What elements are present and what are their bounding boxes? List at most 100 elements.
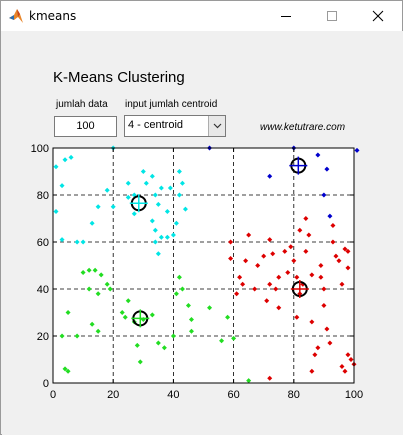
data-point bbox=[59, 237, 65, 243]
data-point bbox=[188, 328, 194, 334]
x-tick-label: 60 bbox=[227, 389, 239, 401]
x-tick-label: 100 bbox=[345, 389, 363, 401]
data-point bbox=[207, 305, 213, 311]
data-point bbox=[237, 274, 243, 280]
data-point bbox=[179, 286, 185, 292]
centroid-select-value: 4 - centroid bbox=[128, 119, 184, 131]
data-point bbox=[243, 258, 249, 264]
data-point bbox=[336, 258, 342, 264]
data-point bbox=[62, 157, 68, 163]
maximize-button[interactable] bbox=[309, 1, 355, 31]
data-point bbox=[276, 305, 282, 311]
data-point bbox=[312, 352, 318, 358]
data-point bbox=[89, 220, 95, 226]
data-point bbox=[110, 204, 116, 210]
data-point bbox=[267, 281, 273, 287]
data-point bbox=[119, 310, 125, 315]
data-point bbox=[252, 286, 258, 292]
data-point bbox=[125, 298, 131, 304]
data-point bbox=[137, 359, 143, 365]
y-tick-label: 60 bbox=[37, 237, 49, 249]
close-icon bbox=[372, 10, 384, 22]
data-point bbox=[107, 286, 113, 292]
data-point bbox=[152, 192, 158, 198]
data-point bbox=[173, 291, 179, 297]
data-point bbox=[80, 270, 86, 276]
title-bar[interactable]: kmeans bbox=[1, 1, 402, 31]
data-point bbox=[158, 185, 164, 191]
data-point bbox=[315, 152, 321, 158]
data-point bbox=[297, 227, 303, 233]
centroid-label: input jumlah centroid bbox=[125, 99, 218, 110]
data-point bbox=[228, 255, 234, 261]
maximize-icon bbox=[327, 11, 337, 21]
data-point bbox=[219, 338, 225, 344]
data-point bbox=[95, 204, 101, 210]
data-point bbox=[333, 253, 339, 259]
data-point bbox=[309, 319, 315, 325]
jumlah-data-input[interactable]: 100 bbox=[54, 116, 117, 137]
chevron-down-icon[interactable] bbox=[208, 116, 225, 136]
data-point bbox=[324, 166, 330, 172]
data-point bbox=[140, 169, 146, 174]
data-point bbox=[339, 281, 345, 287]
data-point bbox=[86, 267, 92, 273]
data-point bbox=[95, 328, 101, 334]
data-point bbox=[152, 227, 158, 233]
y-tick-label: 0 bbox=[43, 378, 49, 390]
data-point bbox=[176, 169, 182, 174]
data-point bbox=[345, 248, 351, 254]
data-point bbox=[273, 286, 279, 292]
data-point bbox=[234, 291, 240, 297]
matlab-logo-icon bbox=[9, 9, 23, 23]
centroid-select[interactable]: 4 - centroid bbox=[124, 115, 226, 137]
data-point bbox=[276, 274, 282, 280]
data-point bbox=[125, 180, 131, 186]
data-point bbox=[306, 232, 312, 238]
data-point bbox=[303, 248, 309, 254]
data-point bbox=[65, 310, 71, 315]
data-point bbox=[318, 274, 324, 280]
data-point bbox=[176, 192, 182, 198]
data-point bbox=[158, 234, 164, 240]
data-point bbox=[131, 211, 137, 217]
data-point bbox=[59, 183, 65, 189]
data-point bbox=[348, 357, 354, 362]
data-point bbox=[173, 220, 179, 226]
data-point bbox=[155, 340, 161, 346]
y-tick-label: 100 bbox=[31, 143, 49, 155]
data-point bbox=[267, 237, 273, 243]
data-point bbox=[294, 314, 300, 320]
data-point bbox=[134, 342, 140, 348]
data-point bbox=[321, 302, 327, 308]
data-point bbox=[182, 206, 188, 212]
data-point bbox=[53, 164, 59, 170]
data-point bbox=[125, 194, 131, 200]
data-point bbox=[246, 232, 252, 238]
data-point bbox=[225, 314, 231, 320]
data-point bbox=[62, 366, 68, 372]
data-point bbox=[104, 281, 110, 287]
data-point bbox=[68, 154, 74, 160]
data-point bbox=[309, 368, 315, 374]
data-point bbox=[309, 272, 315, 278]
data-point bbox=[228, 239, 234, 245]
website-text: www.ketutrare.com bbox=[260, 122, 346, 133]
data-point bbox=[170, 333, 176, 339]
data-point bbox=[185, 302, 191, 308]
data-point bbox=[161, 345, 167, 351]
data-point bbox=[240, 281, 246, 287]
data-point bbox=[300, 281, 306, 287]
data-point bbox=[327, 340, 333, 346]
data-point bbox=[164, 208, 170, 214]
close-button[interactable] bbox=[355, 1, 401, 31]
minimize-button[interactable] bbox=[263, 1, 309, 31]
data-point bbox=[318, 263, 324, 268]
x-tick-label: 40 bbox=[167, 389, 179, 401]
data-point bbox=[74, 333, 80, 339]
plot-border bbox=[52, 147, 355, 384]
data-point bbox=[86, 286, 92, 292]
data-point bbox=[155, 251, 161, 257]
data-point bbox=[330, 239, 336, 245]
